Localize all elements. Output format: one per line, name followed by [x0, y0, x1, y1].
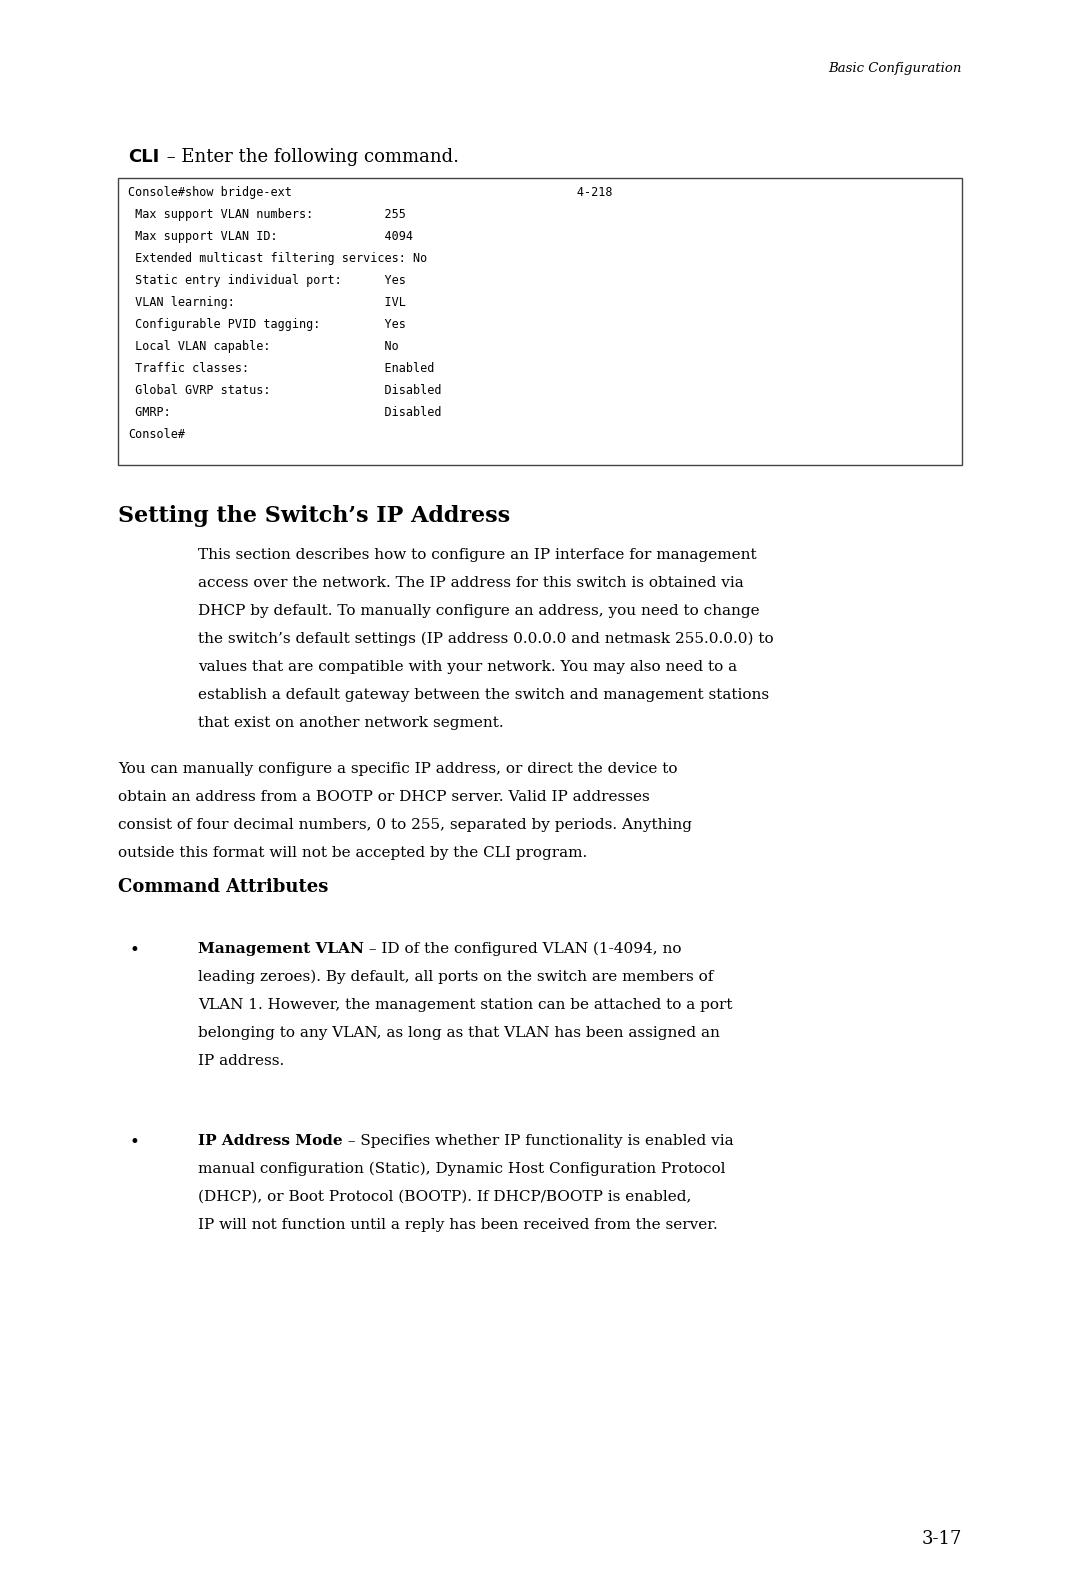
Text: 3-17: 3-17	[921, 1531, 962, 1548]
Text: – ID of the configured VLAN (1-4094, no: – ID of the configured VLAN (1-4094, no	[364, 942, 681, 956]
Text: CLI: CLI	[129, 148, 159, 166]
Text: Command Attributes: Command Attributes	[118, 878, 328, 896]
Text: IP will not function until a reply has been received from the server.: IP will not function until a reply has b…	[198, 1218, 718, 1232]
Text: VLAN learning:                     IVL: VLAN learning: IVL	[129, 297, 406, 309]
Text: establish a default gateway between the switch and management stations: establish a default gateway between the …	[198, 688, 769, 702]
Text: manual configuration (Static), Dynamic Host Configuration Protocol: manual configuration (Static), Dynamic H…	[198, 1162, 726, 1176]
Text: access over the network. The IP address for this switch is obtained via: access over the network. The IP address …	[198, 576, 744, 590]
Text: IP address.: IP address.	[198, 1053, 284, 1068]
Text: belonging to any VLAN, as long as that VLAN has been assigned an: belonging to any VLAN, as long as that V…	[198, 1027, 720, 1039]
Text: Traffic classes:                   Enabled: Traffic classes: Enabled	[129, 363, 434, 375]
Text: Setting the Switch’s IP Address: Setting the Switch’s IP Address	[118, 506, 510, 528]
Text: Console#show bridge-ext                                        4-218: Console#show bridge-ext 4-218	[129, 185, 612, 199]
Text: VLAN 1. However, the management station can be attached to a port: VLAN 1. However, the management station …	[198, 999, 732, 1013]
Text: – Enter the following command.: – Enter the following command.	[161, 148, 459, 166]
Text: Extended multicast filtering services: No: Extended multicast filtering services: N…	[129, 253, 428, 265]
Text: Static entry individual port:      Yes: Static entry individual port: Yes	[129, 275, 406, 287]
Text: Local VLAN capable:                No: Local VLAN capable: No	[129, 341, 399, 353]
Text: that exist on another network segment.: that exist on another network segment.	[198, 716, 503, 730]
Text: You can manually configure a specific IP address, or direct the device to: You can manually configure a specific IP…	[118, 761, 677, 776]
Text: GMRP:                              Disabled: GMRP: Disabled	[129, 407, 442, 419]
Text: – Specifies whether IP functionality is enabled via: – Specifies whether IP functionality is …	[342, 1134, 733, 1148]
Text: outside this format will not be accepted by the CLI program.: outside this format will not be accepted…	[118, 846, 588, 860]
Text: (DHCP), or Boot Protocol (BOOTP). If DHCP/BOOTP is enabled,: (DHCP), or Boot Protocol (BOOTP). If DHC…	[198, 1190, 691, 1204]
Text: •: •	[130, 1134, 140, 1151]
Text: Max support VLAN ID:               4094: Max support VLAN ID: 4094	[129, 229, 413, 243]
Text: leading zeroes). By default, all ports on the switch are members of: leading zeroes). By default, all ports o…	[198, 970, 714, 984]
Text: Management VLAN: Management VLAN	[198, 942, 364, 956]
Text: values that are compatible with your network. You may also need to a: values that are compatible with your net…	[198, 659, 738, 674]
Text: Max support VLAN numbers:          255: Max support VLAN numbers: 255	[129, 207, 406, 221]
Text: consist of four decimal numbers, 0 to 255, separated by periods. Anything: consist of four decimal numbers, 0 to 25…	[118, 818, 692, 832]
Bar	[118, 177, 962, 465]
Text: DHCP by default. To manually configure an address, you need to change: DHCP by default. To manually configure a…	[198, 604, 759, 619]
Text: IP Address Mode: IP Address Mode	[198, 1134, 342, 1148]
Text: Configurable PVID tagging:         Yes: Configurable PVID tagging: Yes	[129, 319, 406, 331]
Text: Global GVRP status:                Disabled: Global GVRP status: Disabled	[129, 385, 442, 397]
Text: Console#: Console#	[129, 429, 185, 441]
Text: •: •	[130, 942, 140, 959]
Text: This section describes how to configure an IP interface for management: This section describes how to configure …	[198, 548, 757, 562]
Text: obtain an address from a BOOTP or DHCP server. Valid IP addresses: obtain an address from a BOOTP or DHCP s…	[118, 790, 650, 804]
Text: Basic Configuration: Basic Configuration	[828, 61, 962, 75]
Text: the switch’s default settings (IP address 0.0.0.0 and netmask 255.0.0.0) to: the switch’s default settings (IP addres…	[198, 633, 773, 647]
